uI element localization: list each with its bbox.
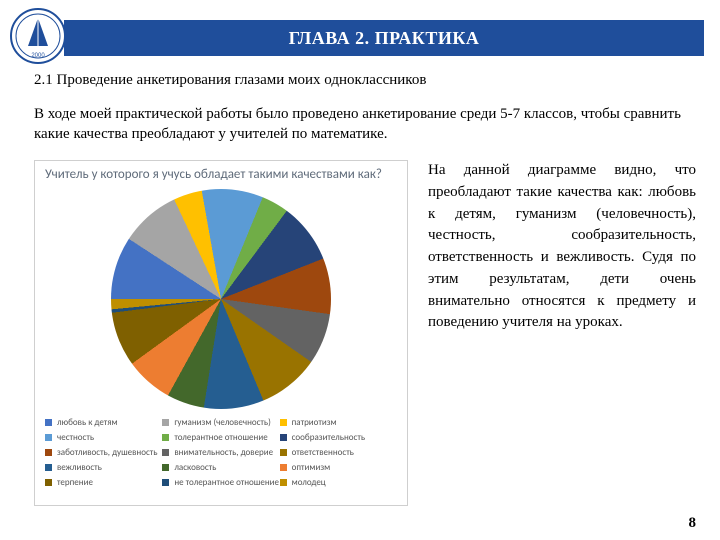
legend-swatch (280, 464, 287, 471)
legend-label: оптимизм (292, 462, 331, 473)
chart-title: Учитель у которого я учусь обладает таки… (35, 161, 407, 183)
legend-item: честность (45, 432, 162, 443)
legend-label: патриотизм (292, 417, 337, 428)
legend-swatch (45, 419, 52, 426)
chart-legend: любовь к детям гуманизм (человечность) пат… (35, 409, 407, 502)
legend-swatch (280, 434, 287, 441)
legend-item: не толерантное отношение (162, 477, 279, 488)
legend-label: заботливость, душевность (57, 447, 158, 458)
header-title: ГЛАВА 2. ПРАКТИКА (289, 28, 480, 49)
legend-swatch (162, 434, 169, 441)
intro-paragraph: В ходе моей практической работы было про… (34, 104, 684, 145)
legend-item: гуманизм (человечность) (162, 417, 279, 428)
legend-label: вежливость (57, 462, 102, 473)
legend-swatch (162, 419, 169, 426)
legend-label: толерантное отношение (174, 432, 267, 443)
legend-item: заботливость, душевность (45, 447, 162, 458)
legend-swatch (45, 464, 52, 471)
legend-label: внимательность, доверие (174, 447, 273, 458)
legend-item: любовь к детям (45, 417, 162, 428)
legend-item: вежливость (45, 462, 162, 473)
legend-swatch (45, 479, 52, 486)
section-title: 2.1 Проведение анкетирования глазами мои… (34, 72, 426, 89)
legend-label: не толерантное отношение (174, 477, 279, 488)
legend-swatch (280, 449, 287, 456)
legend-swatch (280, 419, 287, 426)
legend-item: терпение (45, 477, 162, 488)
legend-item: внимательность, доверие (162, 447, 279, 458)
legend-swatch (45, 449, 52, 456)
legend-item: патриотизм (280, 417, 397, 428)
legend-swatch (280, 479, 287, 486)
legend-label: любовь к детям (57, 417, 118, 428)
logo: 2000 (10, 8, 66, 64)
legend-item: сообразительность (280, 432, 397, 443)
legend-swatch (162, 479, 169, 486)
pie-chart (111, 189, 331, 409)
legend-label: сообразительность (292, 432, 365, 443)
chart-container: Учитель у которого я учусь обладает таки… (34, 160, 408, 506)
legend-label: гуманизм (человечность) (174, 417, 271, 428)
logo-year: 2000 (31, 53, 45, 59)
legend-item: ласковость (162, 462, 279, 473)
legend-item: оптимизм (280, 462, 397, 473)
legend-item: ответственность (280, 447, 397, 458)
legend-item: толерантное отношение (162, 432, 279, 443)
analysis-paragraph: На данной диаграмме видно, что преоблада… (428, 160, 696, 334)
legend-label: ласковость (174, 462, 216, 473)
header-bar: ГЛАВА 2. ПРАКТИКА (64, 20, 704, 56)
legend-label: терпение (57, 477, 93, 488)
legend-label: ответственность (292, 447, 354, 458)
legend-swatch (45, 434, 52, 441)
legend-swatch (162, 449, 169, 456)
legend-label: честность (57, 432, 94, 443)
legend-item: молодец (280, 477, 397, 488)
legend-swatch (162, 464, 169, 471)
legend-label: молодец (292, 477, 326, 488)
page-number: 8 (689, 515, 697, 532)
